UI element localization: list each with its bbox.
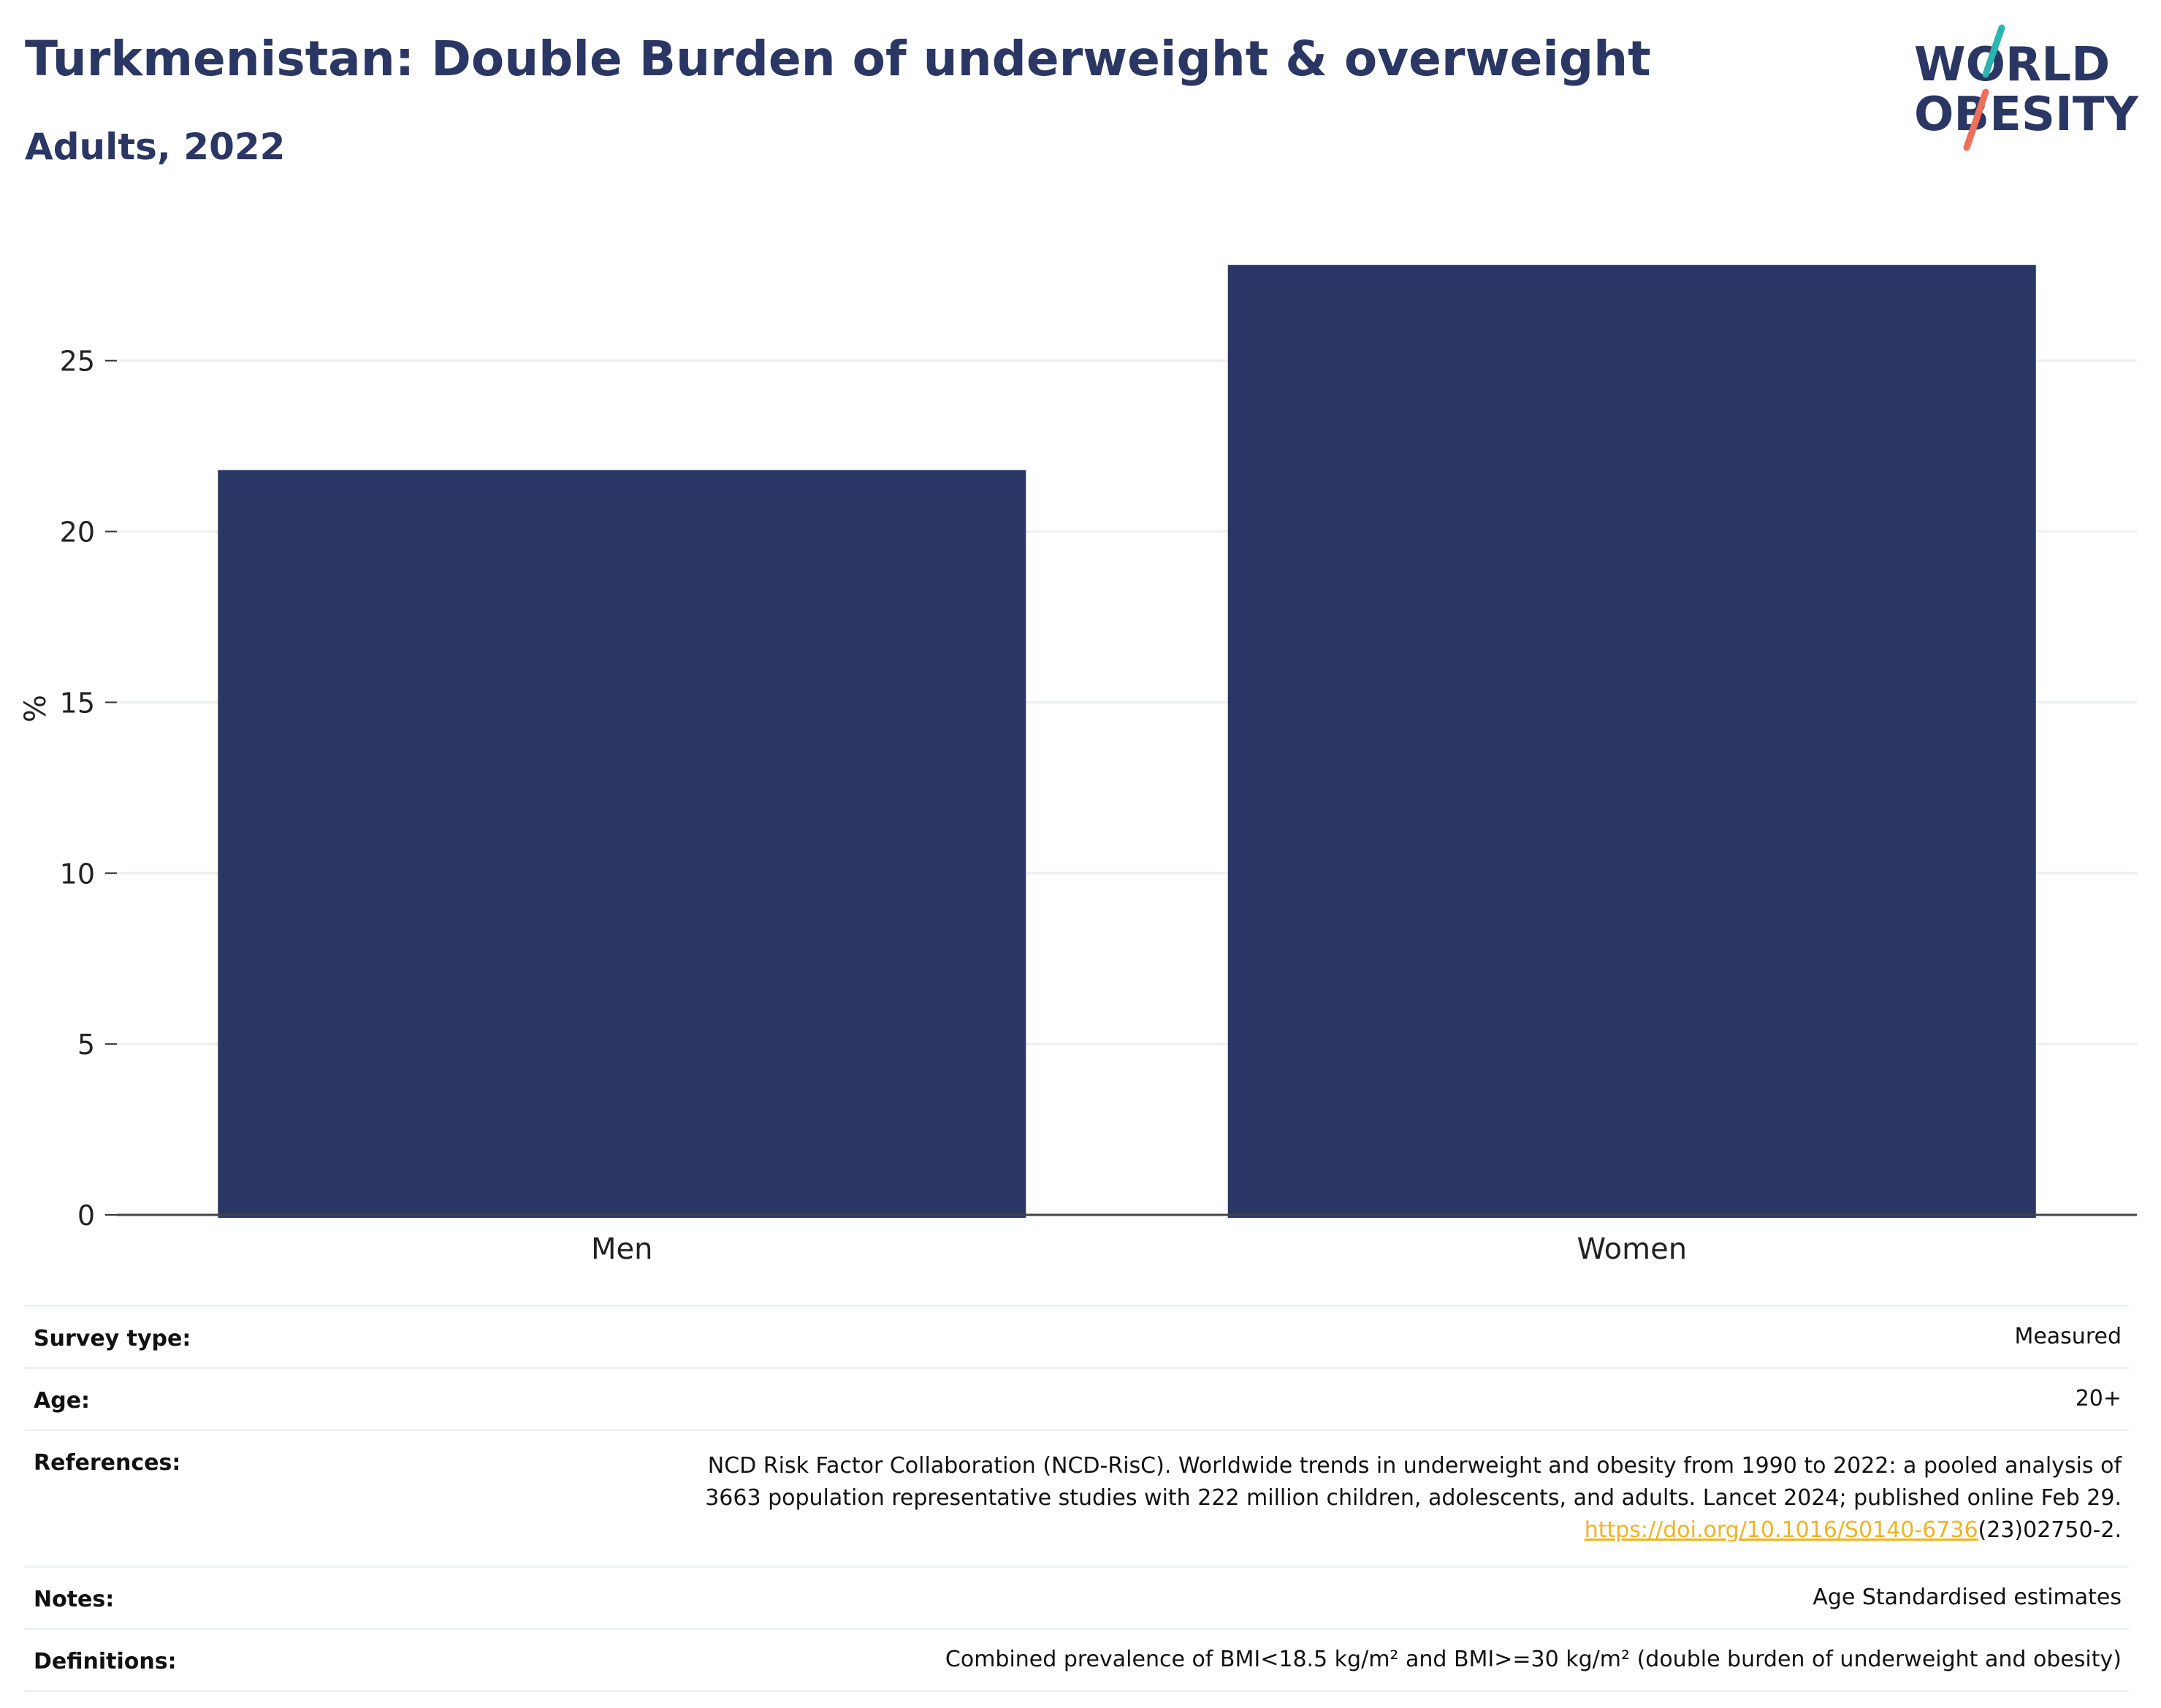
info-row-references: References: NCD Risk Factor Collaboratio… (25, 1429, 2129, 1566)
y-tick-label: 20 (60, 516, 95, 549)
y-tick-label: 25 (60, 346, 95, 378)
logo-slash-teal-icon (1982, 24, 2005, 78)
info-value: Combined prevalence of BMI<18.5 kg/m² an… (945, 1647, 2122, 1672)
info-value: Age Standardised estimates (1813, 1585, 2122, 1610)
chart-bars (218, 264, 2036, 1218)
y-tick-label: 15 (60, 687, 95, 719)
info-label: Notes: (34, 1587, 115, 1612)
logo-slash-coral-icon (1963, 88, 1989, 151)
x-axis-ticks: Men Women (117, 1213, 2137, 1266)
x-tick-label: Men (591, 1232, 652, 1266)
reference-line-1: NCD Risk Factor Collaboration (NCD-RisC)… (707, 1453, 2122, 1479)
reference-doi-link[interactable]: https://doi.org/10.1016/S0140-6736 (1584, 1517, 1978, 1543)
info-label: Survey type: (34, 1326, 191, 1351)
world-obesity-logo: WORLD OBESITY (1914, 24, 2138, 151)
reference-doi-suffix: (23)02750-2. (1978, 1517, 2122, 1543)
info-value: 20+ (2075, 1386, 2122, 1411)
logo-text-obesity: OBESITY (1914, 88, 2138, 142)
info-row-survey-type: Survey type: Measured (25, 1305, 2129, 1367)
info-label: Age: (34, 1388, 91, 1414)
info-table: Survey type: Measured Age: 20+ Reference… (25, 1305, 2129, 1692)
info-label: Definitions: (34, 1649, 177, 1674)
y-axis-label: % (19, 695, 53, 723)
info-row-definitions: Definitions: Combined prevalence of BMI<… (25, 1628, 2129, 1692)
info-row-age: Age: 20+ (25, 1367, 2129, 1429)
chart-title: Turkmenistan: Double Burden of underweig… (25, 31, 1651, 87)
y-tick-label: 0 (77, 1200, 95, 1232)
chart-subtitle: Adults, 2022 (25, 126, 286, 168)
bar-men (218, 470, 1026, 1218)
y-axis-ticks: 0 5 10 15 20 25 (60, 346, 117, 1232)
info-label: References: (34, 1450, 181, 1476)
bar-chart: 0 5 10 15 20 25 Men Women % (19, 264, 2137, 1266)
info-row-notes: Notes: Age Standardised estimates (25, 1566, 2129, 1628)
y-tick-label: 5 (77, 1029, 95, 1061)
logo-text-world: WORLD (1914, 38, 2110, 92)
info-value: NCD Risk Factor Collaboration (NCD-RisC)… (705, 1450, 2122, 1547)
y-tick-label: 10 (60, 858, 95, 890)
bar-women (1227, 264, 2036, 1218)
reference-line-2: 3663 population representative studies w… (705, 1485, 2122, 1511)
info-value: Measured (2014, 1324, 2122, 1349)
x-tick-label: Women (1577, 1232, 1687, 1266)
